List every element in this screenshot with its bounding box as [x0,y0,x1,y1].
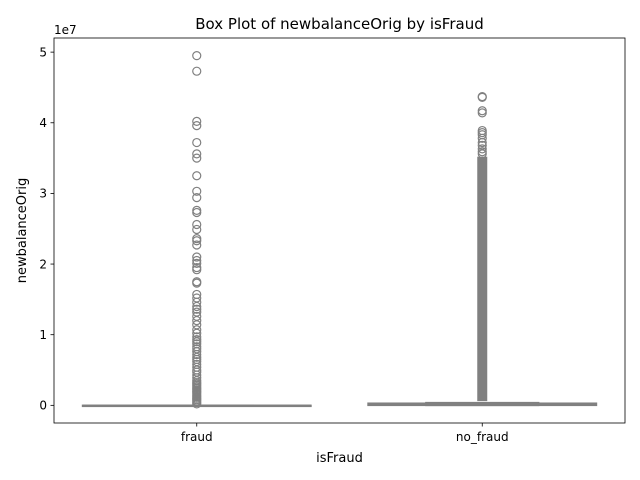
outlier-point [477,137,487,148]
outlier-point [192,252,202,262]
outlier-point [192,265,202,275]
outlier-point [477,108,487,118]
y-tick-label: 1 [39,328,47,342]
y-tick-label: 3 [39,187,47,201]
outlier-point [477,144,487,154]
y-axis-label: newbalanceOrig [15,178,30,284]
y-offset-label: 1e7 [54,23,77,37]
x-tick-label: no_fraud [456,430,509,444]
outlier-point [192,349,202,360]
outlier-point [192,240,202,250]
outlier-point [192,304,202,314]
outlier-point [192,193,202,203]
outlier-band [477,156,488,402]
outlier-point [192,399,202,409]
outlier-point [477,149,487,159]
x-tick-label: fraud [181,430,213,444]
outlier-point [192,153,202,163]
outlier-point [192,332,202,342]
outlier-point [192,297,202,307]
outlier-point [192,51,202,61]
outlier-point [192,301,202,312]
outlier-point [192,186,202,196]
outlier-point [192,278,202,288]
y-tick-label: 5 [39,45,47,59]
box-group [81,51,598,409]
outlier-point [192,258,202,268]
outlier-point [477,133,487,143]
y-tick-label: 4 [39,116,47,130]
y-axis-ticks: 0 1 2 3 4 5 [39,45,54,413]
outlier-point [192,207,202,218]
outlier-point [192,236,202,246]
outlier-point [192,325,202,335]
outlier-point [192,149,202,159]
x-axis-label: isFraud [316,451,363,466]
plot-frame [53,37,626,424]
outlier-point [192,315,202,326]
outlier-point [192,219,202,230]
y-tick-label: 2 [39,257,47,271]
outlier-point [192,255,202,266]
x-axis-ticks: fraud no_fraud [181,423,509,444]
outlier-point [192,224,202,235]
outlier-point [192,120,202,131]
y-tick-label: 0 [39,399,47,413]
outlier-point [192,66,202,76]
chart-title: Box Plot of newbalanceOrig by isFraud [195,15,483,33]
outlier-point [192,171,202,181]
outlier-point [192,137,202,148]
box-no_fraud [367,92,598,407]
outlier-point [477,92,487,102]
outlier-point [192,116,202,126]
box-fraud [81,51,312,409]
